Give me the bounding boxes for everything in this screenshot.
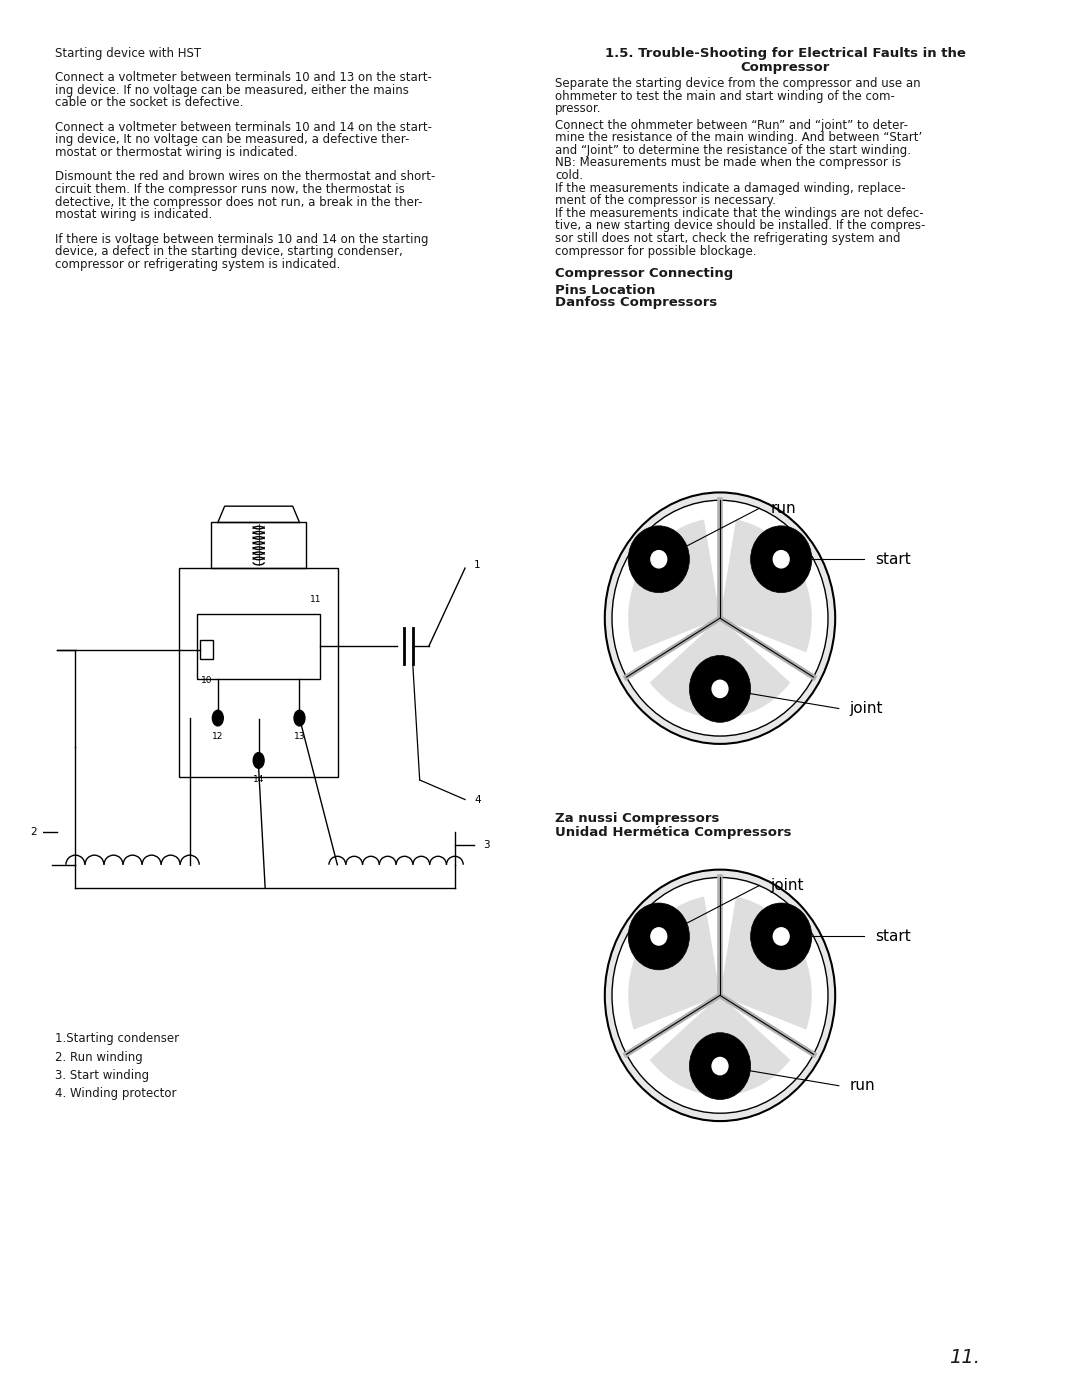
Text: Danfoss Compressors: Danfoss Compressors <box>555 296 717 309</box>
Text: 1.5. Trouble-Shooting for Electrical Faults in the: 1.5. Trouble-Shooting for Electrical Fau… <box>605 47 966 60</box>
Text: If there is voltage between terminals 10 and 14 on the starting: If there is voltage between terminals 10… <box>55 233 429 246</box>
Text: If the measurements indicate that the windings are not defec-: If the measurements indicate that the wi… <box>555 207 923 219</box>
Text: 13: 13 <box>294 732 306 742</box>
Text: NB: Measurements must be made when the compressor is: NB: Measurements must be made when the c… <box>555 156 901 169</box>
Text: Dismount the red and brown wires on the thermostat and short-: Dismount the red and brown wires on the … <box>55 170 435 183</box>
Circle shape <box>773 928 789 946</box>
Text: ing device, It no voltage can be measured, a defective ther-: ing device, It no voltage can be measure… <box>55 133 409 147</box>
Text: 11: 11 <box>310 595 321 604</box>
Wedge shape <box>720 520 812 652</box>
Text: Compressor Connecting: Compressor Connecting <box>555 267 733 281</box>
Text: 3: 3 <box>483 840 490 851</box>
Text: joint: joint <box>770 877 804 893</box>
Text: ing device. If no voltage can be measured, either the mains: ing device. If no voltage can be measure… <box>55 84 409 96</box>
Text: cable or the socket is defective.: cable or the socket is defective. <box>55 96 243 109</box>
Circle shape <box>612 500 828 736</box>
Text: Starting device with HST: Starting device with HST <box>55 47 201 60</box>
Text: tive, a new starting device should be installed. If the compres-: tive, a new starting device should be in… <box>555 219 926 232</box>
Text: 2: 2 <box>30 827 37 837</box>
Text: Connect a voltmeter between terminals 10 and 14 on the start-: Connect a voltmeter between terminals 10… <box>55 120 432 134</box>
Circle shape <box>605 869 835 1120</box>
Text: compressor for possible blockage.: compressor for possible blockage. <box>555 244 756 257</box>
Text: circuit them. If the compressor runs now, the thermostat is: circuit them. If the compressor runs now… <box>55 183 405 196</box>
Text: Connect a voltmeter between terminals 10 and 13 on the start-: Connect a voltmeter between terminals 10… <box>55 71 432 84</box>
Circle shape <box>253 753 265 768</box>
Text: Connect the ohmmeter between “Run” and “joint” to deter-: Connect the ohmmeter between “Run” and “… <box>555 119 908 131</box>
Circle shape <box>294 710 305 726</box>
Circle shape <box>651 928 666 946</box>
Circle shape <box>629 525 689 592</box>
Text: cold.: cold. <box>555 169 583 182</box>
Text: mostat or thermostat wiring is indicated.: mostat or thermostat wiring is indicated… <box>55 145 298 159</box>
Text: 2. Run winding: 2. Run winding <box>55 1051 143 1063</box>
Text: run: run <box>850 1078 875 1094</box>
Wedge shape <box>629 897 720 1030</box>
Text: Compressor: Compressor <box>740 61 829 74</box>
Text: Separate the starting device from the compressor and use an: Separate the starting device from the co… <box>555 77 920 91</box>
Text: mostat wiring is indicated.: mostat wiring is indicated. <box>55 208 213 221</box>
Circle shape <box>689 1032 751 1099</box>
Wedge shape <box>720 897 812 1030</box>
Bar <box>200 640 214 659</box>
Text: start: start <box>875 929 910 944</box>
Text: detective, It the compressor does not run, a break in the ther-: detective, It the compressor does not ru… <box>55 196 422 208</box>
Wedge shape <box>650 617 791 718</box>
Circle shape <box>751 902 812 970</box>
Text: pressor.: pressor. <box>555 102 602 116</box>
Text: Za nussi Compressors: Za nussi Compressors <box>555 812 719 826</box>
Circle shape <box>712 1058 728 1074</box>
Text: 12: 12 <box>212 732 224 742</box>
Circle shape <box>751 525 812 592</box>
Text: sor still does not start, check the refrigerating system and: sor still does not start, check the refr… <box>555 232 901 244</box>
Circle shape <box>612 877 828 1113</box>
Text: ohmmeter to test the main and start winding of the com-: ohmmeter to test the main and start wind… <box>555 89 895 103</box>
Text: If the measurements indicate a damaged winding, replace-: If the measurements indicate a damaged w… <box>555 182 906 194</box>
Text: and “Joint” to determine the resistance of the start winding.: and “Joint” to determine the resistance … <box>555 144 912 156</box>
Text: mine the resistance of the main winding. And between “Start’: mine the resistance of the main winding.… <box>555 131 922 144</box>
Text: ment of the compressor is necessary.: ment of the compressor is necessary. <box>555 194 775 207</box>
Text: 11.: 11. <box>949 1348 980 1368</box>
Text: 1: 1 <box>474 560 481 570</box>
Text: 4. Winding protector: 4. Winding protector <box>55 1087 176 1101</box>
Wedge shape <box>650 995 791 1095</box>
Text: 14: 14 <box>253 775 265 784</box>
Bar <box>198 613 320 679</box>
Text: 1.Starting condenser: 1.Starting condenser <box>55 1032 179 1045</box>
Text: compressor or refrigerating system is indicated.: compressor or refrigerating system is in… <box>55 258 340 271</box>
Text: 3. Start winding: 3. Start winding <box>55 1069 149 1083</box>
Text: joint: joint <box>850 701 883 717</box>
Circle shape <box>213 710 224 726</box>
Circle shape <box>651 550 666 569</box>
Text: device, a defect in the starting device, starting condenser,: device, a defect in the starting device,… <box>55 246 403 258</box>
Text: Pins Location: Pins Location <box>555 284 656 296</box>
Circle shape <box>712 680 728 697</box>
Circle shape <box>689 655 751 722</box>
Text: 10: 10 <box>201 676 213 685</box>
Bar <box>211 522 307 569</box>
Bar <box>179 569 338 777</box>
Wedge shape <box>629 520 720 652</box>
Circle shape <box>629 902 689 970</box>
Text: 4: 4 <box>474 795 481 805</box>
Circle shape <box>605 493 835 743</box>
Text: start: start <box>875 552 910 567</box>
Text: Unidad Hermética Compressors: Unidad Hermética Compressors <box>555 826 792 838</box>
Circle shape <box>773 550 789 569</box>
Text: run: run <box>770 500 796 515</box>
